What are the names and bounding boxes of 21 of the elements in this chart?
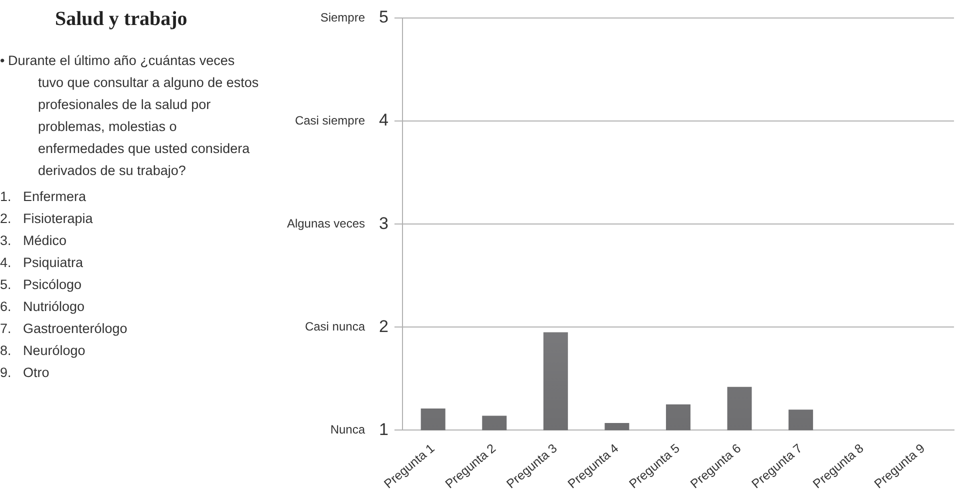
text: 3. Médico bbox=[0, 232, 68, 250]
text: 7. Gastroenterólogo bbox=[0, 320, 128, 338]
text: 4. Psiquiatra bbox=[0, 254, 84, 272]
text: 9. Otro bbox=[0, 364, 50, 382]
text: Casi siempre bbox=[294, 113, 366, 128]
text: Casi nunca bbox=[304, 319, 366, 334]
text: 1. Enfermera bbox=[0, 188, 88, 206]
text: 5. Psicólogo bbox=[0, 276, 83, 294]
text: • Durante el último año ¿cuántas veces tuvo que consultar a alguno de estos profesionales de la salud por problemas, molestias o enfermedades que usted considera derivados de su trabajo? bbox=[0, 52, 260, 180]
y-tick-label: 5 bbox=[378, 8, 388, 27]
text: Nunca bbox=[330, 422, 366, 437]
y-tick-label: 3 bbox=[378, 214, 388, 233]
text: Salud y trabajo bbox=[55, 8, 188, 30]
text: Algunas veces bbox=[286, 216, 365, 230]
y-tick-label: 4 bbox=[378, 110, 388, 130]
y-tick-label: 1 bbox=[378, 420, 388, 439]
text: Siempre bbox=[320, 10, 366, 24]
text: 8. Neurólogo bbox=[0, 342, 86, 360]
text: 6. Nutriólogo bbox=[0, 298, 86, 316]
text: 2. Fisioterapia bbox=[0, 210, 94, 228]
y-tick-label: 2 bbox=[378, 316, 388, 336]
